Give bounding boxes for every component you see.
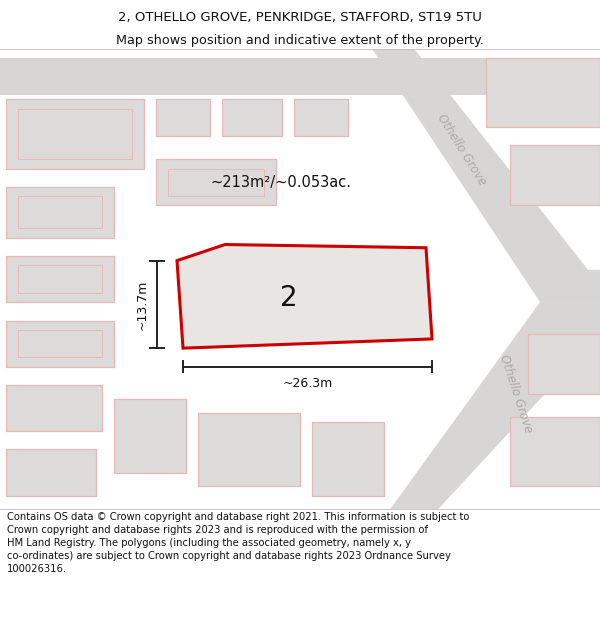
Polygon shape [486, 58, 600, 127]
Polygon shape [156, 159, 276, 206]
Text: Othello Grove: Othello Grove [497, 353, 535, 435]
Polygon shape [156, 99, 210, 136]
Text: 2: 2 [280, 284, 298, 312]
Polygon shape [6, 256, 114, 302]
Polygon shape [6, 449, 96, 496]
Polygon shape [528, 334, 600, 394]
Polygon shape [6, 385, 102, 431]
Polygon shape [294, 99, 348, 136]
Text: Contains OS data © Crown copyright and database right 2021. This information is : Contains OS data © Crown copyright and d… [7, 512, 470, 574]
Polygon shape [6, 321, 114, 367]
Polygon shape [6, 187, 114, 238]
Polygon shape [177, 244, 432, 348]
Polygon shape [6, 99, 144, 169]
Text: Othello Grove: Othello Grove [435, 112, 489, 188]
Polygon shape [372, 49, 600, 302]
Polygon shape [510, 146, 600, 206]
Polygon shape [0, 58, 600, 95]
Polygon shape [198, 412, 300, 486]
Text: 2, OTHELLO GROVE, PENKRIDGE, STAFFORD, ST19 5TU: 2, OTHELLO GROVE, PENKRIDGE, STAFFORD, S… [118, 11, 482, 24]
Polygon shape [390, 302, 600, 509]
Polygon shape [312, 422, 384, 496]
Text: ~213m²/~0.053ac.: ~213m²/~0.053ac. [210, 175, 351, 190]
Text: ~26.3m: ~26.3m [283, 377, 332, 390]
Text: Map shows position and indicative extent of the property.: Map shows position and indicative extent… [116, 34, 484, 47]
Polygon shape [222, 99, 282, 136]
Polygon shape [114, 399, 186, 472]
Text: ~13.7m: ~13.7m [135, 279, 148, 329]
Polygon shape [510, 418, 600, 486]
